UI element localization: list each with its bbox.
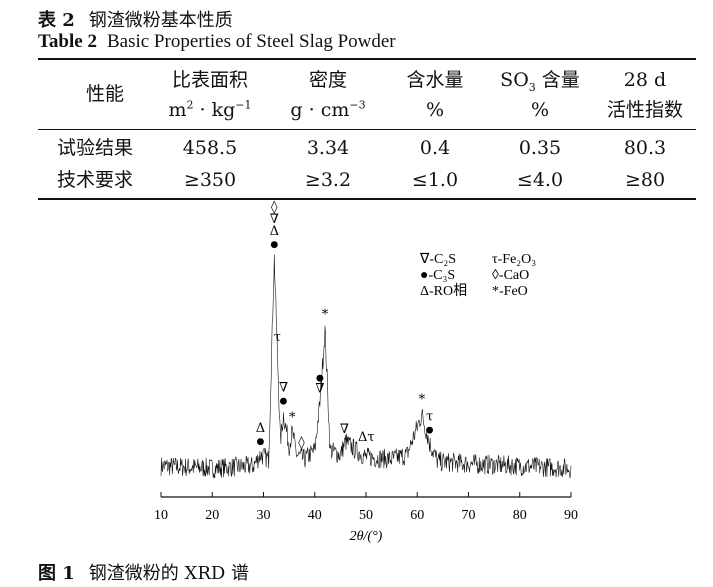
header-so3: SO3 含量 bbox=[500, 69, 580, 94]
header-water: 含水量 bbox=[406, 69, 464, 91]
peak-marker: ● bbox=[426, 426, 434, 436]
peak-marker: ∇ bbox=[279, 381, 288, 396]
header-property: 性能 bbox=[85, 83, 124, 105]
header-density-unit: g · cm−3 bbox=[290, 98, 366, 121]
legend-entry: τ-Fe₂O₃ bbox=[492, 252, 536, 267]
xrd-pattern-line bbox=[160, 254, 572, 479]
table-title-cn: 钢渣微粉基本性质 bbox=[88, 10, 233, 31]
cell-test-density: 3.34 bbox=[306, 137, 350, 159]
header-specific-area: 比表面积 bbox=[171, 69, 248, 91]
legend-entry: Δ-RO相 bbox=[420, 283, 467, 299]
peak-marker: τ bbox=[426, 410, 433, 425]
header-specific-area-unit: m2 · kg−1 bbox=[168, 98, 252, 121]
table-caption-en: Table 2 Basic Properties of Steel Slag Po… bbox=[38, 31, 396, 53]
cell-test-activity: 80.3 bbox=[623, 137, 667, 159]
cell-req-activity: ≥80 bbox=[624, 169, 666, 191]
x-axis-label: 2θ/(°) bbox=[350, 529, 383, 544]
table-number-en: Table 2 bbox=[38, 31, 97, 52]
peak-marker: ◊ bbox=[298, 436, 305, 451]
table-bottom-rule bbox=[38, 198, 696, 200]
peak-marker: * bbox=[289, 411, 296, 426]
table-caption-cn: 表 2 钢渣微粉基本性质 bbox=[38, 6, 233, 32]
peak-marker: Δτ bbox=[358, 430, 375, 445]
peak-marker: * bbox=[419, 393, 426, 408]
legend-entry: ●-C₃S bbox=[420, 268, 455, 283]
peak-marker: ● bbox=[270, 240, 278, 250]
peak-marker: ● bbox=[316, 373, 324, 383]
figure-number: 图 1 bbox=[38, 563, 75, 584]
legend-entry: *-FeO bbox=[492, 284, 528, 299]
x-tick-label: 70 bbox=[462, 508, 476, 523]
cell-req-density: ≥3.2 bbox=[304, 169, 352, 191]
peak-marker: ◊ bbox=[271, 200, 278, 215]
x-tick-label: 30 bbox=[257, 508, 271, 523]
peak-marker: τ bbox=[274, 330, 281, 345]
legend-entry: ◊-CaO bbox=[492, 268, 529, 283]
table-number: 表 2 bbox=[38, 10, 75, 31]
peak-marker: ∇ bbox=[340, 422, 349, 437]
cell-test-specific-area: 458.5 bbox=[182, 137, 238, 159]
cell-test-so3: 0.35 bbox=[518, 137, 562, 159]
legend-entry: ∇-C₂S bbox=[419, 252, 456, 267]
peak-marker: ∇ bbox=[315, 381, 324, 396]
peak-marker: ● bbox=[256, 437, 264, 447]
header-28d: 28 d bbox=[623, 69, 667, 91]
header-density: 密度 bbox=[308, 69, 347, 91]
figure-title: 钢渣微粉的 XRD 谱 bbox=[88, 563, 250, 584]
header-water-unit: % bbox=[425, 99, 445, 121]
peak-marker: ∇ bbox=[270, 212, 279, 227]
peak-marker: ● bbox=[280, 397, 288, 407]
cell-req-so3: ≤4.0 bbox=[516, 169, 564, 191]
row-test-result-label: 试验结果 bbox=[56, 137, 133, 159]
x-tick-label: 40 bbox=[308, 508, 322, 523]
table-mid-rule bbox=[38, 129, 696, 130]
x-tick-label: 50 bbox=[359, 508, 373, 523]
table-title-en: Basic Properties of Steel Slag Powder bbox=[106, 31, 396, 52]
header-activity-index: 活性指数 bbox=[606, 99, 683, 121]
x-tick-label: 90 bbox=[564, 508, 578, 523]
peak-marker: Δ bbox=[256, 421, 265, 436]
figure-caption: 图 1 钢渣微粉的 XRD 谱 bbox=[38, 559, 249, 585]
header-so3-unit: % bbox=[530, 99, 550, 121]
peak-marker: * bbox=[322, 308, 329, 323]
peak-marker: Δ bbox=[270, 224, 279, 239]
x-tick-label: 10 bbox=[154, 508, 168, 523]
x-tick-label: 60 bbox=[410, 508, 424, 523]
cell-test-water: 0.4 bbox=[419, 137, 451, 159]
x-tick-label: 20 bbox=[205, 508, 219, 523]
row-requirement-label: 技术要求 bbox=[56, 169, 133, 191]
table-top-rule bbox=[38, 58, 696, 60]
x-tick-label: 80 bbox=[513, 508, 527, 523]
cell-req-specific-area: ≥350 bbox=[183, 169, 237, 191]
cell-req-water: ≤1.0 bbox=[411, 169, 459, 191]
